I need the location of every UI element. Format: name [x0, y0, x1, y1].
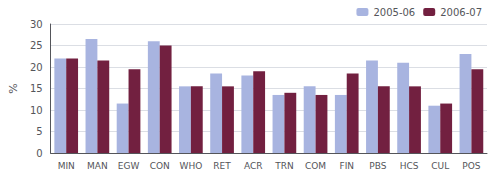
svg-text:HCS: HCS [400, 161, 419, 171]
svg-text:25: 25 [30, 40, 43, 51]
svg-text:PBS: PBS [369, 161, 386, 171]
svg-text:WHO: WHO [180, 161, 203, 171]
svg-text:EGW: EGW [118, 161, 140, 171]
svg-text:COM: COM [305, 161, 326, 171]
svg-text:2006-07: 2006-07 [440, 7, 482, 18]
svg-text:MIN: MIN [58, 161, 75, 171]
svg-text:10: 10 [30, 105, 43, 116]
svg-text:20: 20 [30, 62, 43, 73]
svg-text:FIN: FIN [339, 161, 354, 171]
svg-text:TRN: TRN [274, 161, 293, 171]
svg-text:CON: CON [150, 161, 170, 171]
svg-text:MAN: MAN [87, 161, 108, 171]
svg-text:0: 0 [36, 148, 42, 159]
svg-text:CUL: CUL [431, 161, 449, 171]
svg-text:15: 15 [30, 83, 43, 94]
svg-text:30: 30 [30, 19, 43, 30]
svg-text:POS: POS [462, 161, 481, 171]
svg-text:RET: RET [213, 161, 231, 171]
svg-text:ACR: ACR [244, 161, 263, 171]
svg-text:2005-06: 2005-06 [373, 7, 415, 18]
svg-text:%: % [7, 83, 20, 93]
svg-text:5: 5 [36, 126, 42, 137]
